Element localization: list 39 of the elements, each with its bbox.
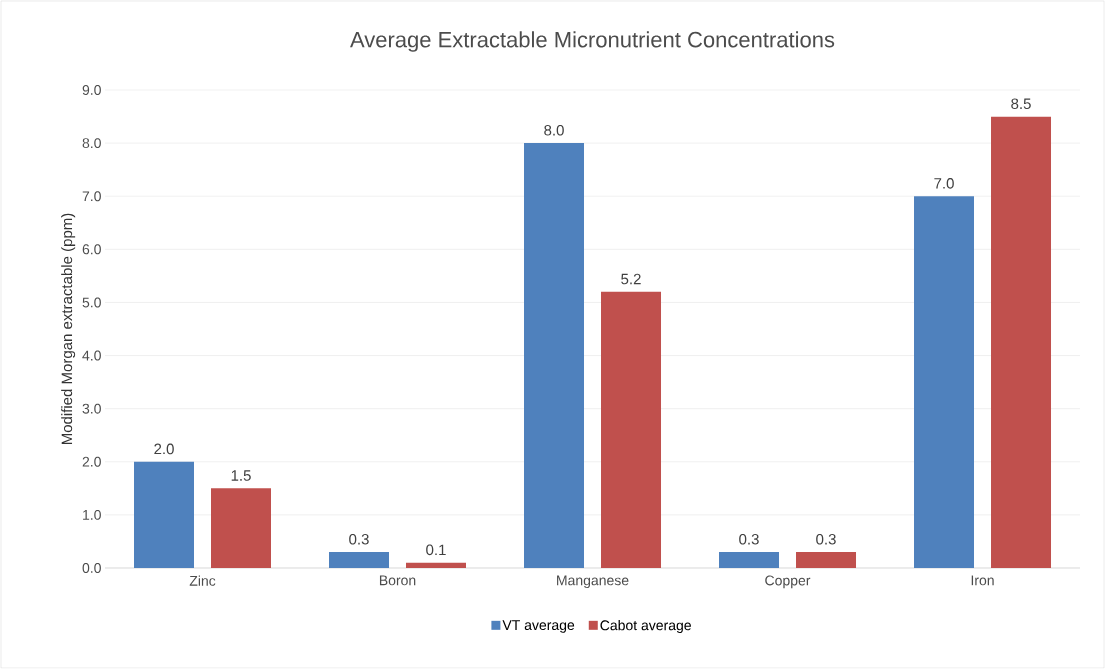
legend-label: VT average [502,620,575,633]
bar [719,552,780,568]
y-tick-label: 5.0 [82,297,101,308]
x-tick-label: Iron [971,575,994,586]
data-label: 0.1 [426,544,446,556]
data-label: 0.3 [349,533,369,545]
bar [601,291,662,568]
y-tick-label: 8.0 [82,138,101,149]
data-label: 2.0 [154,443,174,455]
x-tick-label: Manganese [557,575,629,589]
y-tick-label: 9.0 [82,85,101,95]
data-label: 0.3 [739,533,759,545]
data-label: 8.0 [544,124,564,136]
legend-label: Cabot average [600,620,691,634]
bar [914,196,975,568]
data-label: 8.5 [1011,98,1031,110]
bar [211,488,271,568]
y-tick-label: 7.0 [82,191,101,202]
bar [406,562,466,568]
data-label: 1.5 [231,470,251,481]
x-tick-label: Copper [765,575,811,589]
data-label: 7.0 [934,178,954,189]
y-tick-label: 0.0 [82,563,101,573]
y-tick-label: 2.0 [82,456,101,467]
data-label: 0.3 [816,533,836,545]
y-tick-label: 3.0 [82,403,101,414]
x-tick-label: Zinc [189,575,216,586]
bar [991,116,1052,568]
bar [796,552,857,568]
bar [524,143,585,568]
bar [329,552,389,568]
y-axis-title: Modified Morgan extractable (ppm) [61,213,76,445]
y-tick-label: 4.0 [82,350,101,361]
y-tick-label: 6.0 [82,244,101,255]
x-tick-label: Boron [379,575,416,586]
data-label: 5.2 [621,273,641,285]
chart-title: Average Extractable Micronutrient Concentrations [350,31,835,52]
bar [134,461,194,568]
y-tick-label: 1.0 [83,509,101,520]
